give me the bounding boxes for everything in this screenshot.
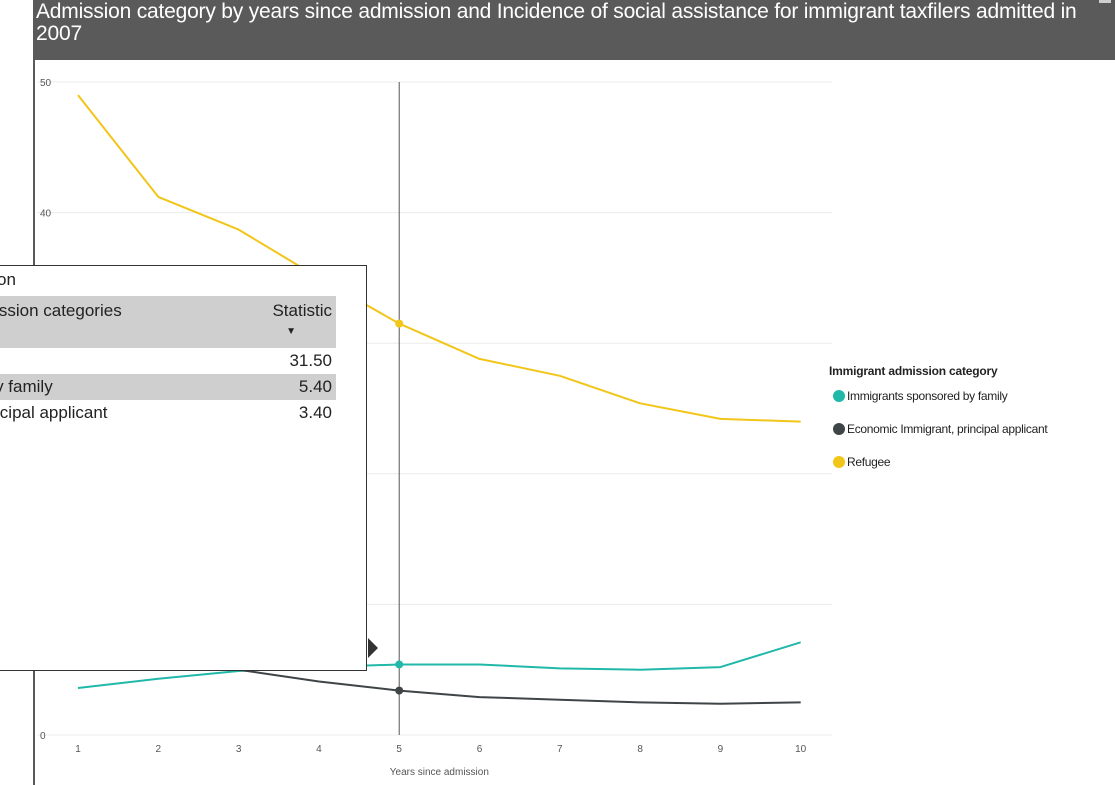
tooltip-row-value: 31.50 — [289, 351, 332, 370]
tooltip-pointer-icon — [368, 638, 378, 658]
hover-point — [395, 660, 404, 669]
x-tick-label: 8 — [637, 744, 643, 755]
series-lines — [77, 94, 801, 705]
tooltip-row: ed by family 5.40 — [0, 374, 336, 400]
legend-label: Economic Immigrant, principal applicant — [847, 422, 1048, 436]
legend-item-immigrants-sponsored-by-family[interactable]: Immigrants sponsored by family — [829, 386, 1115, 406]
x-tick-label: 4 — [316, 744, 322, 755]
y-tick-label: 50 — [40, 78, 52, 89]
title-bar-handle — [1099, 0, 1111, 3]
tooltip-header-statistic[interactable]: Statistic ▼ — [241, 296, 336, 348]
tooltip-row-category: ed by family — [0, 374, 241, 400]
tooltip-row-value: 3.40 — [298, 403, 332, 422]
series-line — [77, 641, 801, 689]
legend: Immigrant admission category Immigrants … — [829, 364, 1115, 485]
x-tick-label: 6 — [477, 744, 483, 755]
tooltip-header-statistic-label: Statistic — [272, 301, 332, 320]
series-line — [238, 668, 801, 705]
x-tick-label: 1 — [75, 744, 81, 755]
hover-indicator — [395, 82, 404, 735]
legend-label: Immigrants sponsored by family — [847, 389, 1008, 403]
x-tick-label: 2 — [156, 744, 162, 755]
y-tick-label: 40 — [40, 209, 52, 220]
tooltip-row-value: 5.40 — [241, 374, 336, 400]
tooltip-title: on — [0, 270, 16, 289]
legend-swatch-icon — [833, 390, 845, 402]
legend-title: Immigrant admission category — [829, 364, 998, 378]
tooltip-table: admission categories Statistic ▼ 31.50 e… — [0, 296, 336, 426]
legend-item-economic-immigrant[interactable]: Economic Immigrant, principal applicant — [829, 419, 1115, 439]
x-tick-label: 3 — [236, 744, 242, 755]
x-tick-label: 7 — [557, 744, 563, 755]
x-tick-label: 9 — [718, 744, 724, 755]
x-tick-label: 5 — [396, 744, 402, 755]
tooltip-row-category — [0, 348, 241, 374]
axes: 0 40 50 1 2 3 4 5 6 7 8 9 10 — [40, 78, 807, 755]
hover-point — [395, 686, 404, 695]
x-tick-label: 10 — [795, 744, 807, 755]
tooltip-row: , principal applicant 3.40 — [0, 400, 336, 426]
legend-label: Refugee — [847, 455, 891, 469]
triangle-down-icon[interactable]: ▼ — [286, 326, 296, 337]
hover-tooltip: on admission categories Statistic ▼ 31.5… — [0, 265, 367, 671]
tooltip-row-category: , principal applicant — [0, 403, 108, 422]
legend-swatch-icon — [833, 423, 845, 435]
y-tick-label: 0 — [40, 731, 46, 742]
chart-title-bar: Admission category by years since admiss… — [33, 0, 1115, 60]
tooltip-row: 31.50 — [0, 348, 336, 374]
x-axis-title: Years since admission — [390, 767, 489, 778]
tooltip-header-category: admission categories — [0, 296, 241, 348]
legend-swatch-icon — [833, 456, 845, 468]
series-line — [77, 94, 801, 423]
hover-point — [395, 319, 404, 328]
chart-title: Admission category by years since admiss… — [36, 0, 1077, 45]
legend-item-refugee[interactable]: Refugee — [829, 452, 1115, 472]
